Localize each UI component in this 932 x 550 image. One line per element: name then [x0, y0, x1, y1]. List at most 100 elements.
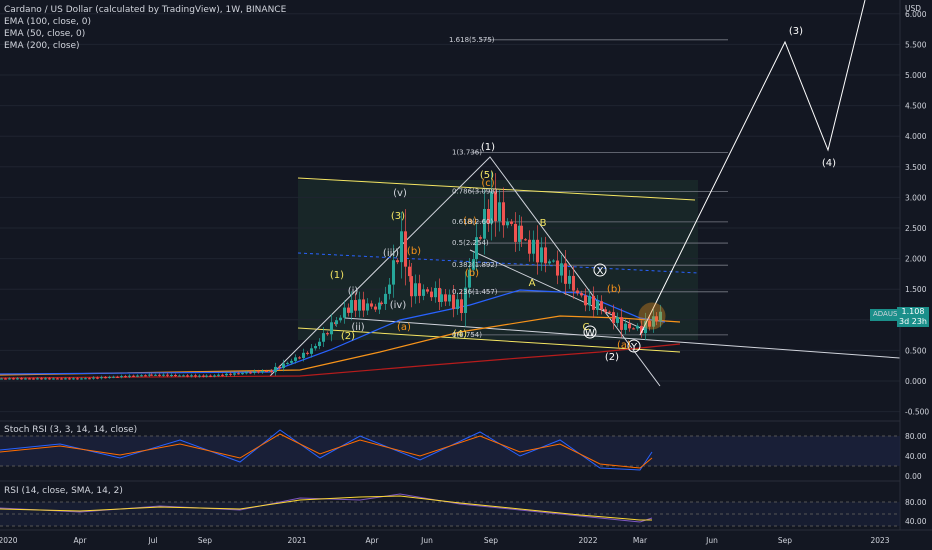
candle-body [448, 294, 451, 302]
candle-body [408, 266, 411, 277]
ema200-legend[interactable]: EMA (200, close) [4, 41, 80, 51]
candles [0, 171, 662, 380]
x-circle [593, 263, 607, 277]
fib-label: 0(0.754) [452, 331, 482, 339]
candle-body [233, 373, 236, 375]
candle-body [358, 299, 361, 311]
candle-body [644, 321, 647, 334]
wave-label: B [540, 218, 547, 229]
candle-body [612, 312, 615, 323]
price-tick-label: 4.000 [905, 132, 927, 141]
candle-body [132, 375, 135, 377]
candle-body [620, 317, 623, 330]
candle-body [475, 237, 478, 260]
candle-body [524, 239, 527, 241]
candle-body [194, 375, 197, 377]
candle-body [366, 303, 369, 311]
candle-body [318, 341, 321, 347]
stoch-legend[interactable]: Stoch RSI (3, 3, 14, 14, close) [4, 425, 138, 435]
candle-body [265, 370, 268, 372]
stoch-tick: 40.00 [905, 452, 927, 461]
candle-body [494, 191, 497, 222]
candle-body [362, 299, 365, 311]
wave-label: (3) [391, 211, 405, 222]
candle-body [8, 378, 11, 380]
wave-label: (1) [481, 142, 495, 153]
candle-body [532, 239, 535, 254]
rsi-tick: 40.00 [905, 517, 927, 526]
candle-body [468, 269, 471, 288]
wave-label: (a) [397, 322, 411, 333]
stoch-band [0, 436, 900, 466]
candle-body [514, 223, 517, 242]
time-tick: Jun [705, 536, 718, 545]
ema50-legend[interactable]: EMA (50, close, 0) [4, 29, 86, 39]
wave-label: W [585, 328, 595, 339]
wave-label: (i) [348, 286, 359, 297]
candle-body [483, 208, 486, 239]
candle-body [498, 202, 501, 222]
candle-body [422, 289, 425, 296]
candle-body [306, 352, 309, 354]
candle-body [80, 378, 83, 380]
candle-body [354, 300, 357, 311]
candle-body [120, 376, 123, 378]
candle-body [616, 317, 619, 323]
candle-body [32, 378, 35, 380]
stoch-d-line [0, 433, 653, 469]
candle-body [186, 375, 189, 377]
wave-label: (b) [407, 246, 421, 257]
candle-body [392, 260, 395, 285]
current-price-countdown: 3d 23h [899, 317, 927, 326]
candle-body [4, 378, 7, 380]
wave-label: (iii) [383, 248, 399, 259]
candle-body [286, 362, 289, 364]
candle-body [209, 375, 212, 377]
wave-label: (b) [607, 284, 621, 295]
wave-label: (iv) [390, 300, 407, 311]
candle-body [347, 307, 350, 313]
wave-label: A [529, 278, 536, 289]
price-tick-label: 2.000 [905, 255, 927, 264]
candle-body [76, 378, 79, 380]
candle-body [202, 375, 205, 377]
candle-body [655, 316, 658, 322]
candle-body [560, 263, 563, 276]
candle-body [150, 374, 153, 376]
candle-body [60, 378, 63, 380]
candle-body [434, 287, 437, 298]
candle-body [648, 321, 651, 327]
rsi-legend[interactable]: RSI (14, close, SMA, 14, 2) [4, 486, 123, 496]
candle-body [72, 378, 75, 380]
candle-body [257, 371, 260, 373]
wave-label: (5) [480, 170, 494, 181]
candle-body [100, 377, 103, 379]
time-tick: 2022 [578, 536, 597, 545]
time-tick: 2021 [287, 536, 306, 545]
candle-body [213, 375, 216, 377]
candle-body [659, 311, 662, 322]
candle-body [326, 333, 329, 335]
candle-body [298, 357, 301, 359]
wave-label: (a) [463, 216, 477, 227]
candle-body [20, 378, 23, 380]
candle-body [404, 231, 407, 267]
candle-body [166, 374, 169, 376]
candle-body [314, 346, 317, 349]
candle-body [580, 293, 583, 296]
candle-body [350, 300, 353, 313]
price-tick-label: 6.000 [905, 10, 927, 19]
rsi-tick: 80.00 [905, 498, 927, 507]
ema100-legend[interactable]: EMA (100, close, 0) [4, 17, 92, 27]
wave-label: Y [630, 342, 638, 353]
candle-body [104, 377, 107, 379]
rsi-ma-line [0, 495, 652, 521]
fib-label: 0.382(1.892) [452, 261, 498, 269]
candle-body [322, 333, 325, 342]
candle-body [608, 311, 611, 313]
candle-body [604, 309, 607, 312]
candle-body [96, 377, 99, 379]
dashed-line [297, 252, 699, 274]
time-tick: Apr [366, 536, 380, 545]
